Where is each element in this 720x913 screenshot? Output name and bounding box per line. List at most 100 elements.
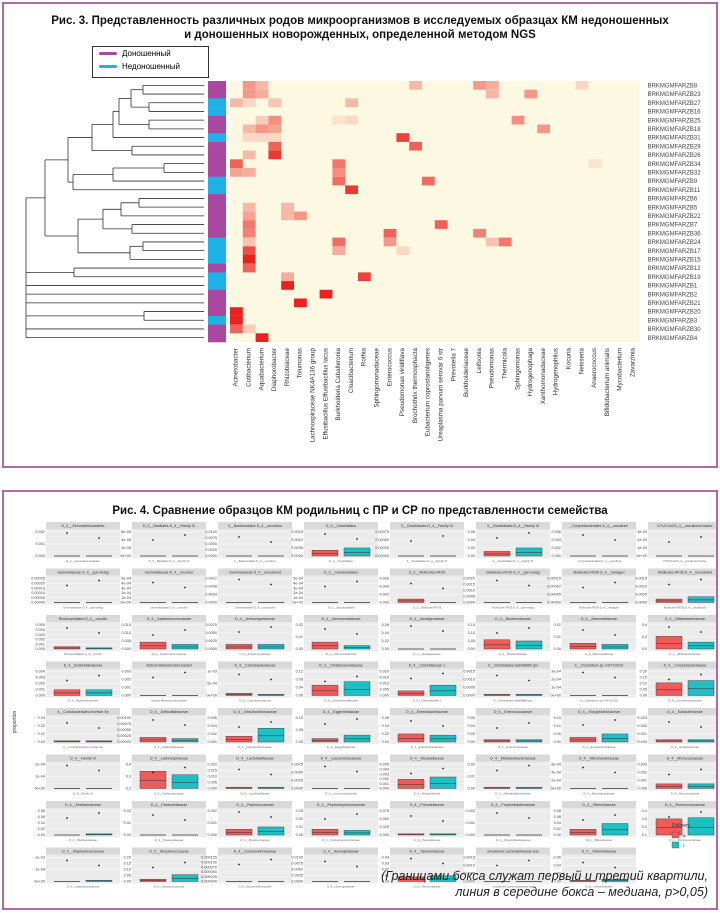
facet-plot-area [46,854,120,884]
facet-title: D_4__Propionibacteriaceae [491,803,535,807]
y-tick-label: 0.0000 [205,601,217,605]
facet-x-label: idobius Metamicrobia bacteri [151,699,187,703]
y-tick-label: 0e+00 [120,554,131,558]
outlier-point [66,679,68,682]
delivery-legend-label-r: r [683,843,685,848]
outlier-point [324,723,326,725]
y-tick-label: 0.00075 [375,530,389,534]
y-tick-label: 0.03 [38,716,45,720]
facet-plot-area [648,715,716,744]
facet-panel: D_3__Clostridiales 0.0000 0.0005 0.0010 0.00… [291,522,378,563]
box-r [257,826,285,836]
sample-label: BRKMGMFARZB19 [648,275,702,281]
box-r [687,817,715,836]
facet-strip [46,847,120,855]
sample-label: BRKMGMFARZB23 [648,92,702,98]
heatmap-cell [281,202,294,212]
facet-strip [304,661,378,669]
facet-panel: D_4__Eggerthellaceae 0.00 0.05 0.10 D_4__Egg… [296,708,378,749]
facet-panel: D_4__Burkholderiaceae 0.000 0.001 0.002 0.00… [35,661,120,703]
y-tick-label: 0.002 [207,732,217,736]
heatmap-cell [242,98,256,108]
figure-3-title-line-1: Рис. 3. Представленность различных родов… [51,15,669,27]
facet-title: 4__Coriobacteriales Incertae Se [57,710,108,714]
facet-strip [390,754,464,762]
y-tick-label: 0.000125 [201,856,217,860]
facet-plot-area [304,854,378,884]
facet-panel: D_4__Streptococcaceae 0.00 0.05 0.10 0.15 0.2… [124,847,206,889]
y-tick-label: 1e-04 [35,775,45,779]
y-tick-label: 0e+00 [550,694,561,698]
facet-title: D_4__Micrococcaceae [667,757,704,761]
facet-title: D_4__Burkholderiaceae [64,664,103,668]
y-tick-label: 0.00 [296,740,303,744]
heatmap-cell [281,272,294,282]
facet-title: D_4__Streptococcaceae [149,850,188,854]
facet-plot-area [46,808,120,837]
facet-panel: D_4__Ruminococcaceae 0.1 0.2 0.3 0.4 D_4__Rum… [642,801,716,842]
y-tick-label: 0.08 [296,678,303,682]
outlier-point [238,631,240,633]
heatmap-cell [242,202,256,212]
facet-x-label: D_4__Rikenellaceae [586,838,612,842]
y-tick-label: 0.010 [207,775,217,779]
outlier-point [238,578,240,581]
heatmap-cell [473,228,486,238]
figure-4-caption: (Границами бокса служат первый и третий … [381,868,708,900]
y-tick-label: 0.01 [296,825,303,829]
facet-plot-area [390,808,464,837]
facet-plot-area [218,854,292,884]
group-bar-segment [208,98,226,108]
y-tick-label: 0.01 [382,874,389,878]
facet-title: D_4__Aeromonadaceae [322,617,361,621]
outlier-point [98,674,100,677]
facets: D_2__Gemmatimonadetes0.0000.0010.002D_2_… [31,522,716,889]
genus-label: Leifsonia [476,348,483,374]
y-tick-label: 0.001 [379,782,389,786]
facet-title: D_4__Synergistaceae [323,850,358,854]
facet-x-label: D_4__Clostridiaceae 1 [413,699,442,703]
box-a [53,689,81,696]
y-tick-label: 0.0008 [205,585,217,589]
facet-plot-area [476,808,550,837]
y-tick-label: 5e-04 [293,577,303,581]
facet-title: D_3__Lactobacillales [324,571,358,575]
y-tick-label: 0.0000 [463,694,475,698]
delivery-legend-title: Delivery [672,823,691,829]
y-tick-label: 0.04 [38,821,45,825]
facet-x-label: 3__Bacteroidales D_4__unculture [234,559,277,563]
y-tick-label: 0.0075 [291,763,303,767]
y-tick-label: 1e-04 [637,546,647,550]
heatmap-cell [255,333,269,342]
y-tick-label: 0.0 [642,647,647,651]
facet-title: D_4__Enterobacteriaceae [406,710,448,714]
facet-plot-area [304,761,378,791]
facet-panel: D_4__Succinivibrionaceae 0.0000000.000025… [201,847,292,889]
facet-title: _Corynebacteriales D_4__unculture [569,524,627,528]
facet-x-label: Gemmataceae D_4__gut metag [63,606,103,610]
group-bar-segment [208,315,226,325]
y-tick-label: 0.02 [382,732,389,736]
facet-panel: _Corynebacteriales D_4__unculture 0.000 0.… [551,522,636,563]
sample-label: BRKMGMFARZB12 [648,266,702,272]
y-tick-label: 0e+00 [206,694,217,698]
y-tick-label: 3e-04 [637,530,647,534]
heatmap-cell [255,115,269,125]
outlier-point [700,768,702,771]
outlier-point [668,583,670,586]
y-tick-label: 0.3 [126,775,131,779]
y-tick-label: 0.00 [296,833,303,837]
facet-strip [476,568,550,576]
y-tick-label: 0.02 [296,817,303,821]
box-r [687,680,715,696]
outlier-point [528,584,530,587]
y-tick-label: 0.005 [207,781,217,785]
heatmap-cell [242,89,256,99]
facet-x-label: D_3__Lactobacillales [328,606,355,610]
heatmap-cell [332,115,346,125]
facet-x-label: Gemmataceae D_4__uncultur [150,606,187,610]
facet-strip [648,754,716,762]
y-tick-label: 0.002 [35,638,45,642]
facet-strip [390,801,464,808]
y-tick-label: 0.00 [382,740,389,744]
